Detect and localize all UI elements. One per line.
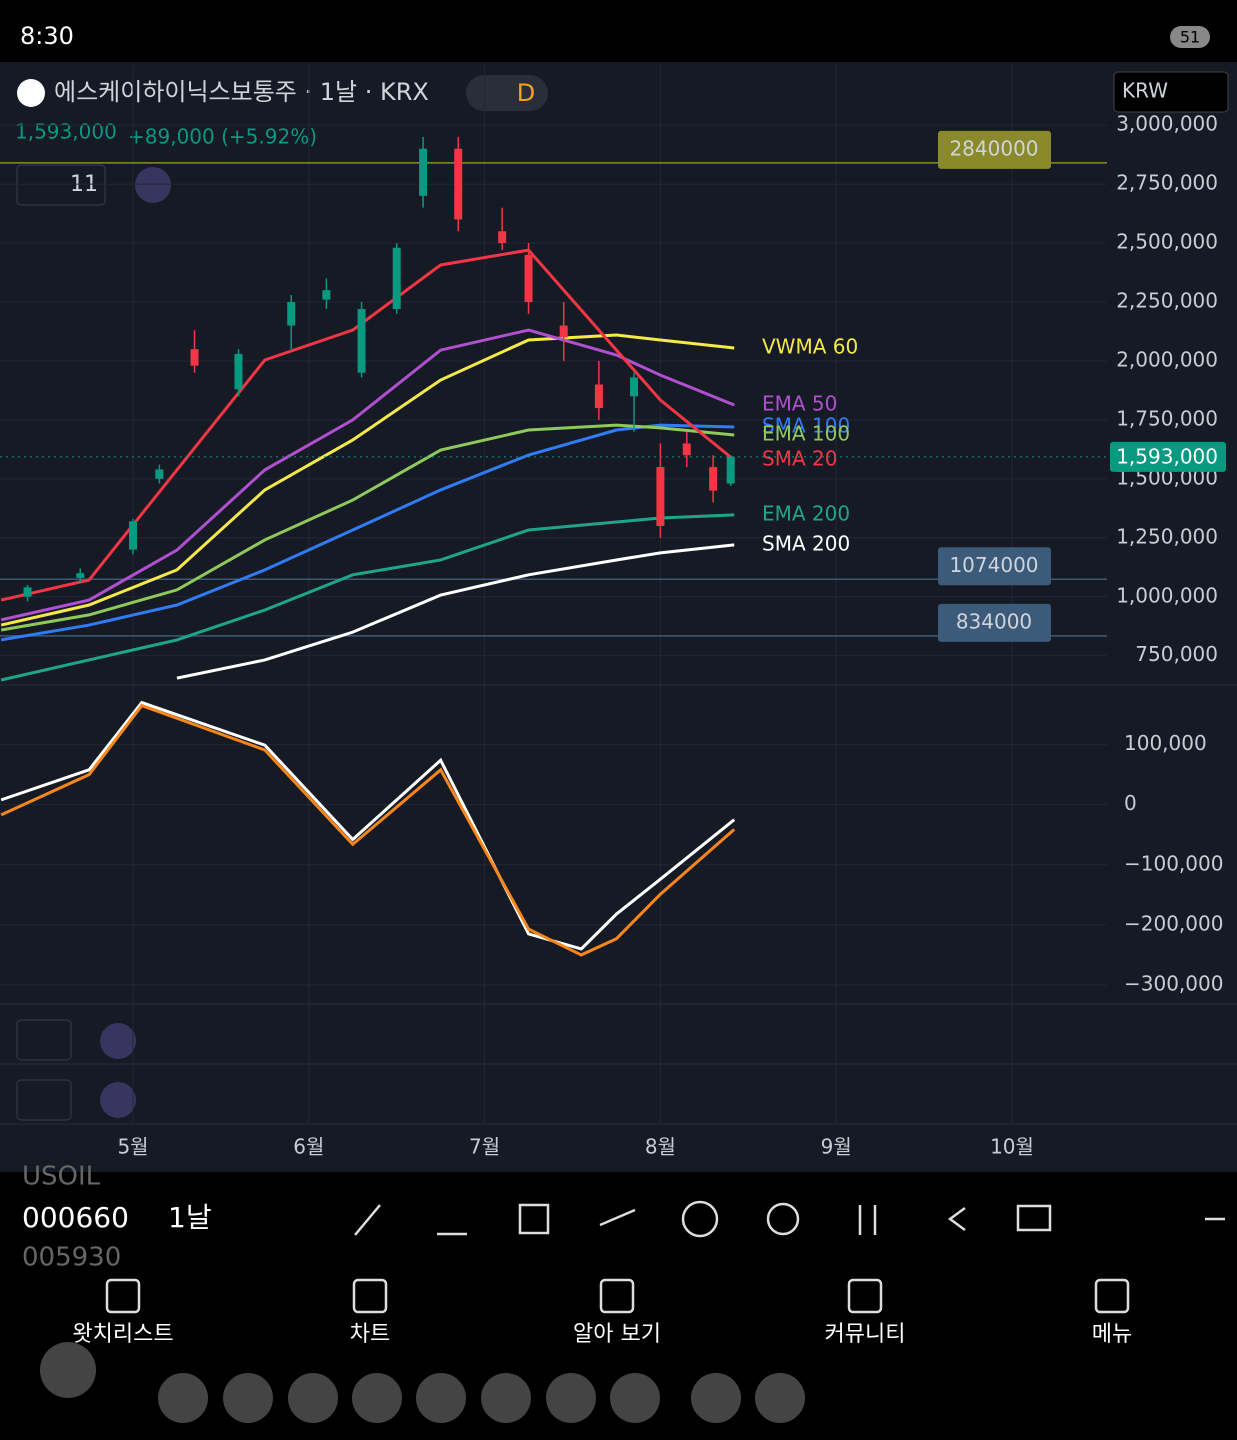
candle-body bbox=[630, 377, 639, 397]
candle-body bbox=[656, 467, 665, 527]
y-tick-label: 2,250,000 bbox=[1116, 288, 1218, 312]
toolbar-icons[interactable] bbox=[354, 1200, 1225, 1238]
level-tag bbox=[938, 603, 1051, 642]
y-tick-label: 1,000,000 bbox=[1116, 583, 1218, 607]
indicator-label: EMA 100 bbox=[762, 421, 850, 445]
nav-icon bbox=[105, 1278, 141, 1314]
refresh-button[interactable] bbox=[100, 1023, 136, 1059]
price: 1,593,000 bbox=[15, 120, 117, 144]
level-tag bbox=[938, 130, 1051, 169]
candle-body bbox=[498, 231, 507, 244]
pane-toggle[interactable] bbox=[16, 1079, 72, 1121]
candle-body bbox=[357, 309, 366, 373]
indicator-label: SMA 100 bbox=[762, 413, 850, 437]
toolbar-interval[interactable]: 1날 bbox=[168, 1201, 212, 1234]
candle-body bbox=[155, 469, 164, 479]
x-tick-label: 10월 bbox=[990, 1135, 1034, 1159]
y-tick-label: 1,750,000 bbox=[1116, 406, 1218, 430]
nav-icon bbox=[352, 1278, 388, 1314]
candle-body bbox=[129, 521, 137, 550]
badge: D bbox=[517, 79, 535, 107]
prev-symbol: USOIL bbox=[22, 1162, 101, 1192]
candle-body bbox=[726, 456, 735, 484]
candle-body bbox=[76, 573, 85, 578]
candle-body bbox=[419, 148, 428, 196]
y-tick-label: 2,750,000 bbox=[1116, 171, 1218, 195]
indicator-label: VWMA 60 bbox=[762, 334, 858, 358]
nav-label[interactable]: 커뮤니티 bbox=[825, 1322, 906, 1347]
indicator-label: SMA 200 bbox=[762, 531, 850, 555]
battery-level: 51 bbox=[1180, 28, 1200, 47]
clock: 8:30 bbox=[20, 22, 74, 50]
indicator-label: SMA 20 bbox=[762, 446, 837, 470]
y-tick-label: 100,000 bbox=[1124, 731, 1207, 755]
candle-body bbox=[454, 148, 463, 220]
level-label: 834000 bbox=[956, 609, 1032, 633]
x-tick-label: 8월 bbox=[645, 1135, 676, 1159]
y-tick-label: −300,000 bbox=[1124, 971, 1223, 995]
candle-body bbox=[682, 443, 691, 456]
indicator-line bbox=[176, 543, 735, 680]
indicator-label: EMA 50 bbox=[762, 392, 837, 416]
y-tick-label: 2,500,000 bbox=[1116, 230, 1218, 254]
indicator-line bbox=[0, 700, 736, 951]
indicator-line bbox=[0, 333, 735, 627]
candle-body bbox=[524, 254, 533, 302]
y-tick-label: 1,250,000 bbox=[1116, 524, 1218, 548]
indicator-toggle[interactable] bbox=[16, 164, 106, 206]
pane-toggle[interactable] bbox=[16, 1019, 72, 1061]
badge-bg bbox=[466, 75, 548, 111]
candle-body bbox=[287, 301, 296, 326]
candle-body bbox=[190, 349, 199, 366]
nav-label[interactable]: 메뉴 bbox=[1092, 1322, 1132, 1347]
nav-label[interactable]: 왓치리스트 bbox=[72, 1322, 173, 1347]
toolbar-symbol[interactable]: 000660 bbox=[22, 1201, 129, 1234]
indicator-line bbox=[0, 328, 735, 622]
nav-icon bbox=[1094, 1278, 1130, 1314]
indicator-line bbox=[0, 513, 735, 682]
dock bbox=[40, 1342, 805, 1423]
x-tick-label: 5월 bbox=[117, 1135, 148, 1159]
candle-body bbox=[594, 384, 603, 409]
indicator-label: EMA 200 bbox=[762, 501, 850, 525]
level-label: 2840000 bbox=[949, 136, 1038, 160]
currency-select[interactable] bbox=[1113, 71, 1229, 113]
nav-icon bbox=[847, 1278, 883, 1314]
symbol-logo bbox=[17, 79, 45, 107]
candle-body bbox=[234, 353, 243, 390]
candle-body bbox=[392, 247, 401, 310]
last-price-label: 1,593,000 bbox=[1116, 444, 1218, 468]
chart-area bbox=[0, 62, 1237, 1172]
refresh-button[interactable] bbox=[100, 1082, 136, 1118]
candle-body bbox=[322, 290, 331, 300]
nav-label[interactable]: 차트 bbox=[350, 1322, 390, 1347]
indicator-line bbox=[0, 703, 736, 957]
candle-body bbox=[559, 325, 568, 338]
last-price-tag bbox=[1110, 441, 1226, 472]
battery bbox=[1170, 26, 1210, 48]
change: +89,000 (+5.92%) bbox=[128, 125, 317, 149]
currency: KRW bbox=[1122, 79, 1168, 103]
symbol-title[interactable]: 에스케이하이닉스보통주 · 1날 · KRX bbox=[54, 78, 429, 106]
x-tick-label: 7월 bbox=[469, 1135, 500, 1159]
y-tick-label: 2,000,000 bbox=[1116, 347, 1218, 371]
y-tick-label: 3,000,000 bbox=[1116, 112, 1218, 136]
status-bar bbox=[0, 0, 1237, 62]
candle-body bbox=[23, 587, 32, 597]
y-tick-label: −200,000 bbox=[1124, 911, 1223, 935]
y-tick-label: 0 bbox=[1124, 791, 1137, 815]
refresh-button[interactable] bbox=[135, 167, 171, 203]
x-tick-label: 6월 bbox=[293, 1135, 324, 1159]
y-tick-label: −100,000 bbox=[1124, 851, 1223, 875]
candle-body bbox=[709, 467, 718, 491]
indicator-line bbox=[0, 423, 735, 632]
toolbar bbox=[0, 1172, 1237, 1267]
y-tick-label: 750,000 bbox=[1135, 642, 1218, 666]
nav-icon bbox=[599, 1278, 635, 1314]
level-label: 1074000 bbox=[949, 553, 1038, 577]
level-tag bbox=[938, 547, 1051, 586]
x-tick-label: 9월 bbox=[821, 1135, 852, 1159]
nav-label[interactable]: 알아 보기 bbox=[573, 1322, 661, 1347]
